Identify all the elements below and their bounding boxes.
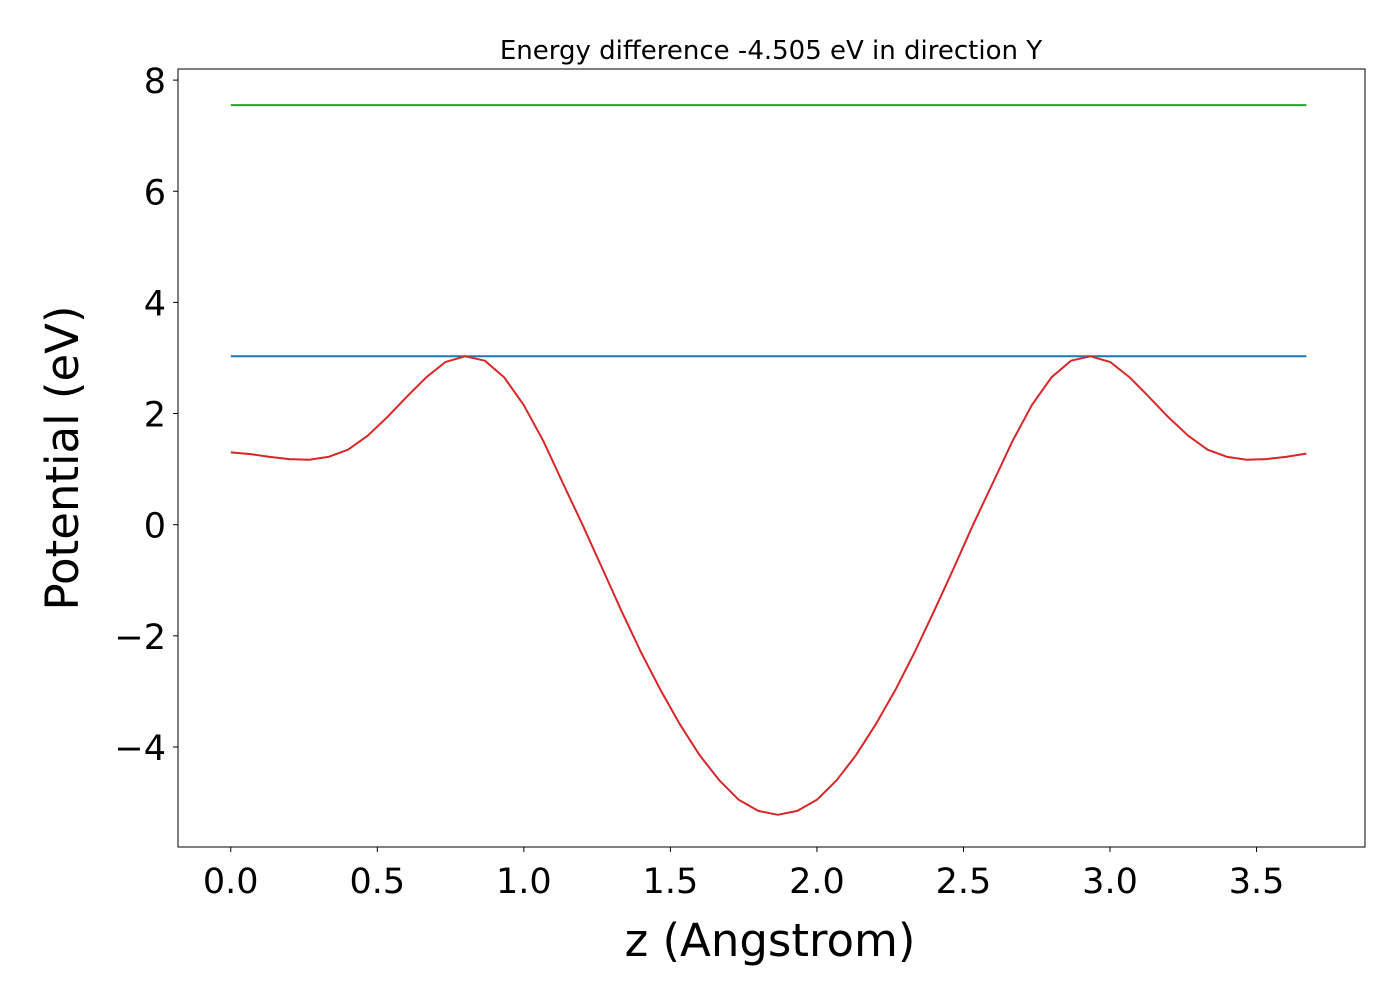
y-tick-label: 8 <box>144 62 166 102</box>
y-tick-label: 6 <box>144 173 166 213</box>
x-tick-label: 2.5 <box>936 862 992 902</box>
y-tick-label: −2 <box>114 618 166 658</box>
y-tick-label: 2 <box>144 396 166 436</box>
x-tick-label: 0.0 <box>203 862 259 902</box>
series-layer <box>230 104 1307 816</box>
x-axis-ticks: 0.0 0.5 1.0 1.5 2.0 2.5 3.0 3.5 <box>203 847 1284 902</box>
x-tick-label: 3.0 <box>1082 862 1138 902</box>
y-tick-label: 4 <box>144 284 166 324</box>
y-axis-label: Potential (eV) <box>36 305 89 610</box>
x-tick-label: 0.5 <box>349 862 405 902</box>
x-tick-label: 1.0 <box>496 862 552 902</box>
series-line-3 <box>230 355 1307 816</box>
x-tick-label: 2.0 <box>789 862 845 902</box>
y-tick-label: −4 <box>114 729 166 769</box>
x-tick-label: 3.5 <box>1229 862 1285 902</box>
y-axis-ticks: −4 −2 0 2 4 6 8 <box>114 62 178 769</box>
y-tick-label: 0 <box>144 507 166 547</box>
x-tick-label: 1.5 <box>643 862 699 902</box>
x-axis-label: z (Angstrom) <box>625 914 916 967</box>
plot-area-frame <box>177 68 1366 848</box>
chart-title: Energy difference -4.505 eV in direction… <box>500 36 1042 66</box>
